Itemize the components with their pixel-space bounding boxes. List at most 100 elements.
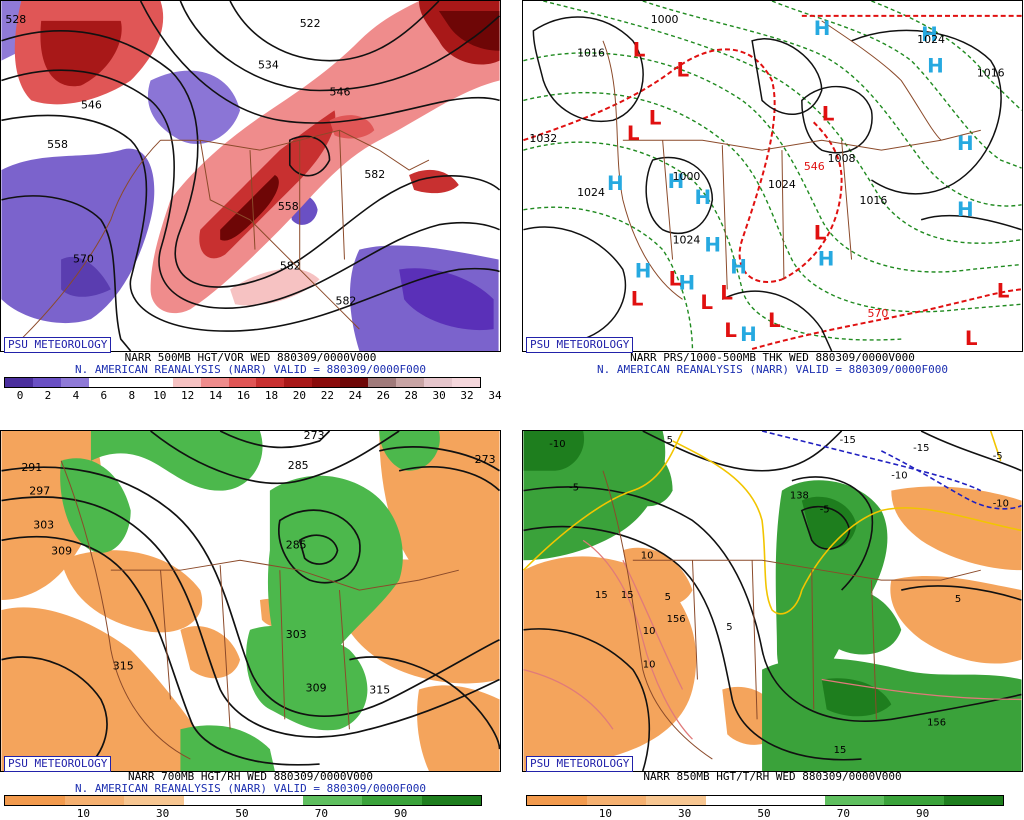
colorbar-tick-label: 70 xyxy=(314,807,328,820)
high-pressure-symbol: H xyxy=(957,198,974,221)
high-pressure-symbol: H xyxy=(921,23,938,46)
low-pressure-symbol: L xyxy=(627,122,640,145)
colorbar-tick-label: 32 xyxy=(460,389,474,402)
low-pressure-symbol: L xyxy=(814,222,827,245)
contour-label: -10 xyxy=(549,439,565,450)
low-pressure-symbol: L xyxy=(700,291,713,314)
colorbar-swatch xyxy=(32,378,61,387)
high-pressure-symbol: H xyxy=(694,186,711,209)
contour-label: 1024 xyxy=(768,178,796,191)
contour-label: 582 xyxy=(336,294,357,307)
panel-caption: NARR 850MB HGT/T/RH WED 880309/0000V000 xyxy=(643,770,902,783)
panel-caption: NARR 500MB HGT/VOR WED 880309/0000V000 xyxy=(124,351,377,364)
colorbar-swatch xyxy=(60,378,89,387)
contour-label: 273 xyxy=(304,430,325,442)
high-pressure-symbol: H xyxy=(679,271,696,294)
colorbar-tick-label: 6 xyxy=(100,389,108,402)
psu-meteorology-badge: PSU METEOROLOGY xyxy=(4,756,112,772)
contour-label: 5 xyxy=(665,592,671,603)
contour-label: 10 xyxy=(641,550,654,561)
panel-valid-caption: N. AMERICAN REANALYSIS (NARR) VALID = 88… xyxy=(75,363,426,376)
low-pressure-symbol: L xyxy=(649,106,662,129)
contour-label: 546 xyxy=(81,98,102,111)
contour-label: 285 xyxy=(288,459,309,472)
contour-label: 15 xyxy=(834,745,847,756)
high-pressure-symbol: H xyxy=(818,247,835,270)
contour-label: -5 xyxy=(993,451,1003,462)
high-pressure-symbol: H xyxy=(635,259,652,282)
contour-label: 138 xyxy=(790,491,809,502)
colorbar-tick-label: 2 xyxy=(44,389,52,402)
colorbar-tick-label: 30 xyxy=(432,389,446,402)
high-pressure-symbol: H xyxy=(927,55,944,78)
colorbar-tick-label: 18 xyxy=(264,389,279,402)
contour-label: 546 xyxy=(804,160,825,173)
panel-850mb-temp-rh: -10 -15 -15 -10 -5 -5 -10 5 138 15 5 10 … xyxy=(522,430,1023,820)
contour-label: 303 xyxy=(286,628,307,641)
colorbar-tick-label: 10 xyxy=(153,389,167,402)
vorticity-colorbar xyxy=(4,377,481,388)
psu-meteorology-badge: PSU METEOROLOGY xyxy=(526,337,634,353)
psu-meteorology-badge: PSU METEOROLOGY xyxy=(4,337,112,353)
colorbar-tick-label: 20 xyxy=(292,389,307,402)
colorbar-swatch xyxy=(396,378,425,387)
contour-label: 309 xyxy=(51,544,72,557)
colorbar-tick-label: 70 xyxy=(836,807,850,820)
colorbar-swatch xyxy=(527,796,587,805)
contour-label: 1000 xyxy=(673,170,701,183)
colorbar-swatch xyxy=(64,796,124,805)
colorbar-swatch xyxy=(884,796,944,805)
map-700mb: 273 291 297 303 309 285 315 273 285 303 … xyxy=(0,430,501,772)
contour-label: -10 xyxy=(993,499,1009,510)
colorbar-ticks: 10 30 50 70 90 xyxy=(4,807,480,820)
high-pressure-symbol: H xyxy=(607,172,624,195)
colorbar-tick-label: 4 xyxy=(72,389,80,402)
colorbar-swatch xyxy=(5,378,33,387)
panel-valid-caption: N. AMERICAN REANALYSIS (NARR) VALID = 88… xyxy=(597,363,948,376)
high-pressure-symbol: H xyxy=(957,132,974,155)
colorbar-swatch xyxy=(421,796,481,805)
colorbar-tick-label: 16 xyxy=(236,389,251,402)
colorbar-swatch xyxy=(144,378,173,387)
contour-label: 1016 xyxy=(977,67,1005,80)
contour-label: 5 xyxy=(726,622,732,633)
contour-label: 297 xyxy=(29,485,50,498)
contour-label: 1016 xyxy=(577,47,605,60)
colorbar-tick-label: 30 xyxy=(156,807,170,820)
colorbar-swatch xyxy=(424,378,452,387)
colorbar-tick-label: 50 xyxy=(757,807,771,820)
high-pressure-symbol: H xyxy=(704,234,721,257)
high-pressure-symbol: H xyxy=(814,17,831,40)
contour-label: 570 xyxy=(867,307,888,320)
colorbar-swatch xyxy=(200,378,229,387)
contour-label: 303 xyxy=(33,518,54,531)
colorbar-tick-label: 12 xyxy=(181,389,195,402)
contour-label: 156 xyxy=(667,614,686,625)
colorbar-tick-label: 0 xyxy=(16,389,24,402)
contour-label: 156 xyxy=(927,717,946,728)
map-850mb: -10 -15 -15 -10 -5 -5 -10 5 138 15 5 10 … xyxy=(522,430,1023,772)
contour-label: 582 xyxy=(364,168,385,181)
colorbar-tick-label: 90 xyxy=(916,807,930,820)
contour-label: 15 xyxy=(621,590,634,601)
panel-700mb-rh: 273 291 297 303 309 285 315 273 285 303 … xyxy=(0,430,501,820)
colorbar-ticks: 0 2 4 6 8 10 12 14 16 18 20 22 24 26 28 30 32 34 xyxy=(4,389,502,402)
colorbar-tick-label: 34 xyxy=(488,389,502,402)
panel-pressure-thickness: H H H H H H H H H H H H H H L L L L L L … xyxy=(522,0,1023,400)
contour-label: -5 xyxy=(569,483,579,494)
colorbar-ticks: 10 30 50 70 90 xyxy=(526,807,1002,820)
low-pressure-symbol: L xyxy=(768,309,781,332)
high-pressure-symbol: H xyxy=(730,255,747,278)
rh-colorbar xyxy=(4,795,482,806)
contour-label: 558 xyxy=(47,138,68,151)
colorbar-swatch xyxy=(116,378,145,387)
contour-label: 582 xyxy=(280,259,301,272)
contour-label: 291 xyxy=(21,461,42,474)
contour-label: 273 xyxy=(475,453,496,466)
colorbar-swatch xyxy=(256,378,285,387)
contour-label: 285 xyxy=(286,538,307,551)
colorbar-swatch xyxy=(646,796,706,805)
panel-500mb-vorticity: 522 534 546 558 570 582 582 546 558 582 … xyxy=(0,0,502,402)
contour-label: 10 xyxy=(643,626,656,637)
colorbar-swatch xyxy=(586,796,646,805)
